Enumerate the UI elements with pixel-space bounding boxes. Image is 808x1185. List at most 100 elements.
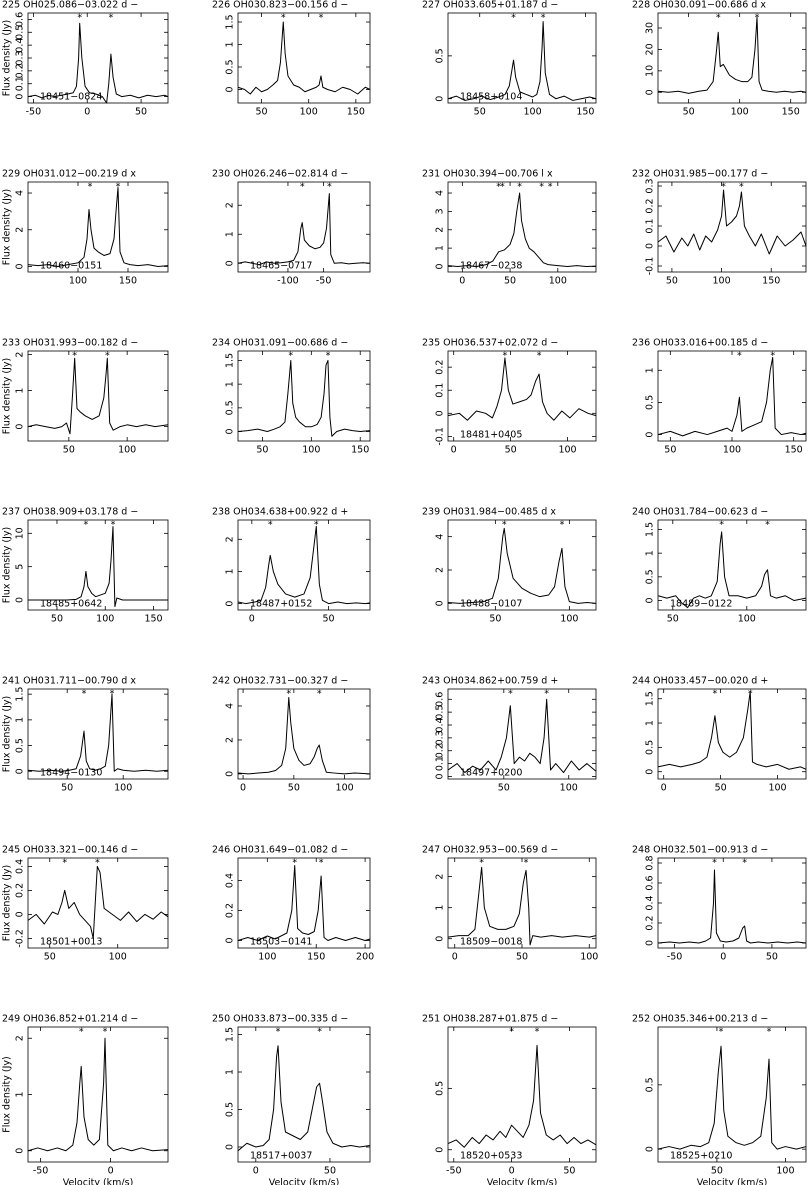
peak-marker: * — [541, 13, 546, 24]
y-tick-label: 0 — [435, 773, 446, 779]
panel-title: 226 OH030.823−00.156 d − — [212, 0, 348, 11]
peak-marker: * — [539, 182, 544, 193]
peak-marker: * — [281, 13, 286, 24]
x-tick-label: 50 — [135, 107, 147, 118]
plot-frame — [27, 181, 169, 273]
y-axis-label: Flux density (Jy) — [2, 1056, 13, 1132]
y-tick-label: 0 — [435, 1147, 446, 1153]
y-tick-label: 4 — [435, 190, 446, 196]
spectrum-line — [237, 1045, 371, 1152]
x-tick-label: 100 — [713, 276, 731, 287]
peak-marker: * — [300, 182, 305, 193]
x-tick-label: 100 — [118, 445, 136, 456]
y-tick-label: 2 — [15, 227, 26, 233]
x-tick-label: 0 — [240, 783, 246, 794]
panel-title: 230 OH026.246−02.814 d − — [212, 169, 348, 180]
spectrum-line — [447, 357, 597, 421]
x-tick-label: 150 — [144, 614, 162, 625]
x-tick-label: 50 — [63, 445, 75, 456]
peak-marker: * — [479, 858, 484, 869]
plot-frame — [447, 519, 597, 611]
panel-title: 233 OH031.993−00.182 d − — [2, 338, 138, 349]
x-tick-label: 100 — [738, 614, 756, 625]
x-tick-label: 50 — [711, 1166, 723, 1177]
panel-title: 241 OH031.711−00.790 d x — [2, 676, 136, 687]
spectrum-line — [657, 356, 807, 437]
y-tick-label: 0.4 — [15, 859, 26, 874]
spectrum-line — [237, 193, 371, 266]
panel-title: 232 OH031.985−00.177 d − — [632, 169, 768, 180]
x-tick-label: 0 — [84, 107, 90, 118]
y-tick-label: 10 — [15, 527, 26, 539]
y-tick-label: 1 — [645, 720, 656, 726]
plot-frame — [657, 350, 807, 442]
x-axis-label: Velocity (km/s) — [63, 1178, 134, 1185]
plot-frame — [657, 1026, 807, 1163]
y-tick-label: 0.6 — [645, 875, 656, 890]
x-tick-label: 150 — [782, 107, 800, 118]
x-tick-label: 0 — [509, 1166, 515, 1177]
source-name: 18467−0238 — [460, 261, 522, 272]
peak-marker: * — [317, 1027, 322, 1038]
peak-marker: * — [509, 1027, 514, 1038]
y-tick-label: 0 — [15, 1148, 26, 1154]
y-tick-label: 0.4 — [225, 873, 236, 888]
x-tick-label: 100 — [723, 445, 741, 456]
peak-marker: * — [713, 689, 718, 700]
y-tick-label: 0.5 — [645, 1077, 656, 1092]
peak-marker: * — [511, 13, 516, 24]
x-tick-label: 50 — [667, 614, 679, 625]
panel-title: 251 OH038.287+01.875 d − — [422, 1014, 558, 1025]
x-tick-label: 50 — [563, 1166, 575, 1177]
y-tick-label: 1 — [435, 245, 446, 251]
plot-frame — [447, 12, 597, 104]
source-name: 18485+0642 — [40, 599, 102, 610]
plot-frame — [27, 1026, 169, 1163]
peak-marker: * — [319, 13, 324, 24]
y-tick-label: 1 — [225, 1069, 236, 1075]
panel-title: 246 OH031.649−01.082 d − — [212, 845, 348, 856]
y-tick-label: 0.5 — [225, 400, 236, 415]
y-tick-label: 0 — [645, 1146, 656, 1152]
x-tick-label: 150 — [762, 276, 780, 287]
x-tick-label: 0 — [451, 445, 457, 456]
peak-marker: * — [288, 351, 293, 362]
peak-marker: * — [517, 182, 522, 193]
y-tick-label: 0.6 — [15, 12, 26, 27]
y-tick-label: 0 — [435, 263, 446, 269]
y-tick-label: 0 — [645, 769, 656, 775]
panel-title: 228 OH030.091−00.686 d x — [632, 0, 766, 11]
y-tick-label: 0 — [645, 940, 656, 946]
y-tick-label: 0 — [225, 601, 236, 607]
y-tick-label: 1 — [435, 905, 446, 911]
y-tick-label: 1 — [225, 381, 236, 387]
peak-marker: * — [105, 351, 110, 362]
y-tick-label: 0 — [645, 432, 656, 438]
plot-frame — [237, 350, 371, 442]
x-tick-label: 0 — [108, 1166, 114, 1177]
y-tick-label: 5 — [15, 564, 26, 570]
y-tick-label: 0 — [15, 94, 26, 100]
y-tick-label: 0.5 — [645, 569, 656, 584]
peak-marker: * — [72, 351, 77, 362]
peak-marker: * — [116, 182, 121, 193]
y-tick-label: 0.5 — [225, 59, 236, 74]
plot-frame — [27, 519, 169, 611]
source-name: 18509−0018 — [460, 937, 522, 948]
plot-frame — [447, 857, 597, 949]
y-tick-label: 2 — [435, 227, 446, 233]
x-tick-label: 100 — [549, 276, 567, 287]
y-axis-label: Flux density (Jy) — [2, 189, 13, 265]
y-tick-label: 0.2 — [15, 883, 26, 898]
peak-marker: * — [716, 13, 721, 24]
y-tick-label: 1 — [225, 568, 236, 574]
spectrum-line — [657, 869, 807, 944]
panel-title: 229 OH031.012−00.219 d x — [2, 169, 136, 180]
source-name: 18458+0104 — [460, 92, 522, 103]
y-tick-label: 0 — [225, 1144, 236, 1150]
plot-frame — [657, 181, 807, 273]
y-tick-label: 10 — [645, 65, 656, 77]
x-tick-label: 100 — [731, 107, 749, 118]
x-tick-label: 0 — [459, 276, 465, 287]
y-tick-label: 0.4 — [15, 38, 26, 53]
